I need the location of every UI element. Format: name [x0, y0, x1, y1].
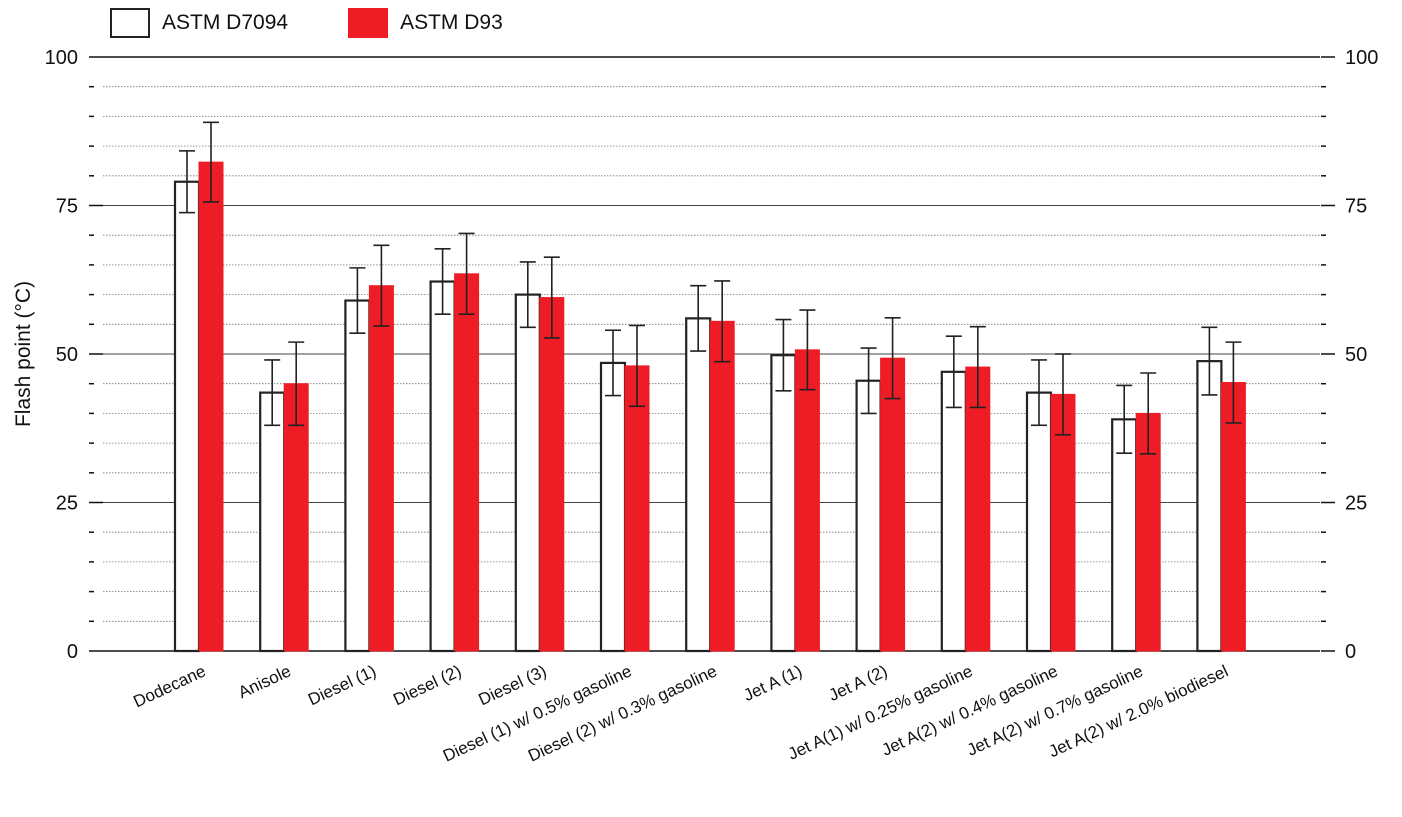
bar-astm-d93 — [283, 383, 309, 652]
y-tick-label-left: 75 — [56, 196, 78, 218]
x-tick-label: Diesel (1) — [305, 661, 379, 709]
legend: ASTM D7094 ASTM D93 — [110, 8, 503, 38]
y-tick-label-right: 50 — [1345, 344, 1367, 366]
bar-astm-d93 — [1220, 382, 1246, 652]
bar-astm-d7094 — [173, 180, 201, 653]
bar-astm-d7094 — [514, 293, 541, 653]
y-tick-label-right: 0 — [1345, 641, 1356, 663]
bar-astm-d7094 — [1025, 391, 1053, 653]
bar-astm-d93 — [368, 285, 394, 652]
axes: 0 0 25 25 50 50 75 75 100 100 — [45, 47, 1379, 663]
bar-astm-d93 — [198, 161, 224, 652]
bar-astm-d93 — [454, 273, 480, 652]
x-tick-label: Dodecane — [130, 661, 208, 711]
bar-astm-d7094 — [685, 317, 712, 653]
x-tick-label: Anisole — [235, 661, 294, 702]
x-tick-label: Jet A (1) — [741, 661, 806, 705]
error-bars — [179, 121, 1242, 455]
y-tick-label-right: 75 — [1345, 196, 1367, 218]
legend-item-astm-d7094: ASTM D7094 — [110, 8, 288, 38]
y-tick-label-right: 100 — [1345, 47, 1378, 69]
y-tick-label-left: 50 — [56, 344, 78, 366]
bar-astm-d7094 — [599, 361, 627, 653]
y-tick-label-left: 100 — [45, 47, 78, 69]
y-tick-label-right: 25 — [1345, 493, 1367, 515]
bar-astm-d93 — [965, 366, 991, 652]
bar-astm-d93 — [1050, 393, 1076, 652]
bar-astm-d7094 — [1111, 418, 1138, 653]
bar-astm-d7094 — [344, 299, 371, 653]
bar-astm-d93 — [624, 365, 650, 652]
legend-swatch-astm-d93 — [348, 8, 389, 38]
legend-item-astm-d93: ASTM D93 — [348, 8, 503, 38]
bar-astm-d7094 — [855, 379, 882, 653]
legend-swatch-astm-d7094 — [110, 8, 150, 38]
bar-astm-d7094 — [259, 391, 286, 653]
bar-astm-d93 — [709, 320, 735, 652]
bar-astm-d7094 — [429, 280, 456, 653]
bar-astm-d7094 — [940, 370, 967, 653]
legend-label-astm-d7094: ASTM D7094 — [162, 11, 289, 34]
x-tick-label: Diesel (2) — [390, 661, 464, 709]
bar-astm-d93 — [539, 297, 565, 652]
bar-astm-d7094 — [770, 354, 797, 653]
x-tick-label: Jet A (2) — [826, 661, 891, 705]
category-labels: Dodecane Anisole Diesel (1) Diesel (2) Diese… — [130, 661, 1231, 765]
bar-astm-d7094 — [1196, 360, 1223, 653]
y-tick-label-left: 0 — [67, 641, 78, 663]
legend-label-astm-d93: ASTM D93 — [400, 11, 503, 34]
y-tick-label-left: 25 — [56, 493, 78, 515]
bar-astm-d93 — [794, 349, 820, 652]
bar-astm-d93 — [880, 357, 906, 652]
y-axis-label: Flash point (°C) — [12, 281, 35, 427]
